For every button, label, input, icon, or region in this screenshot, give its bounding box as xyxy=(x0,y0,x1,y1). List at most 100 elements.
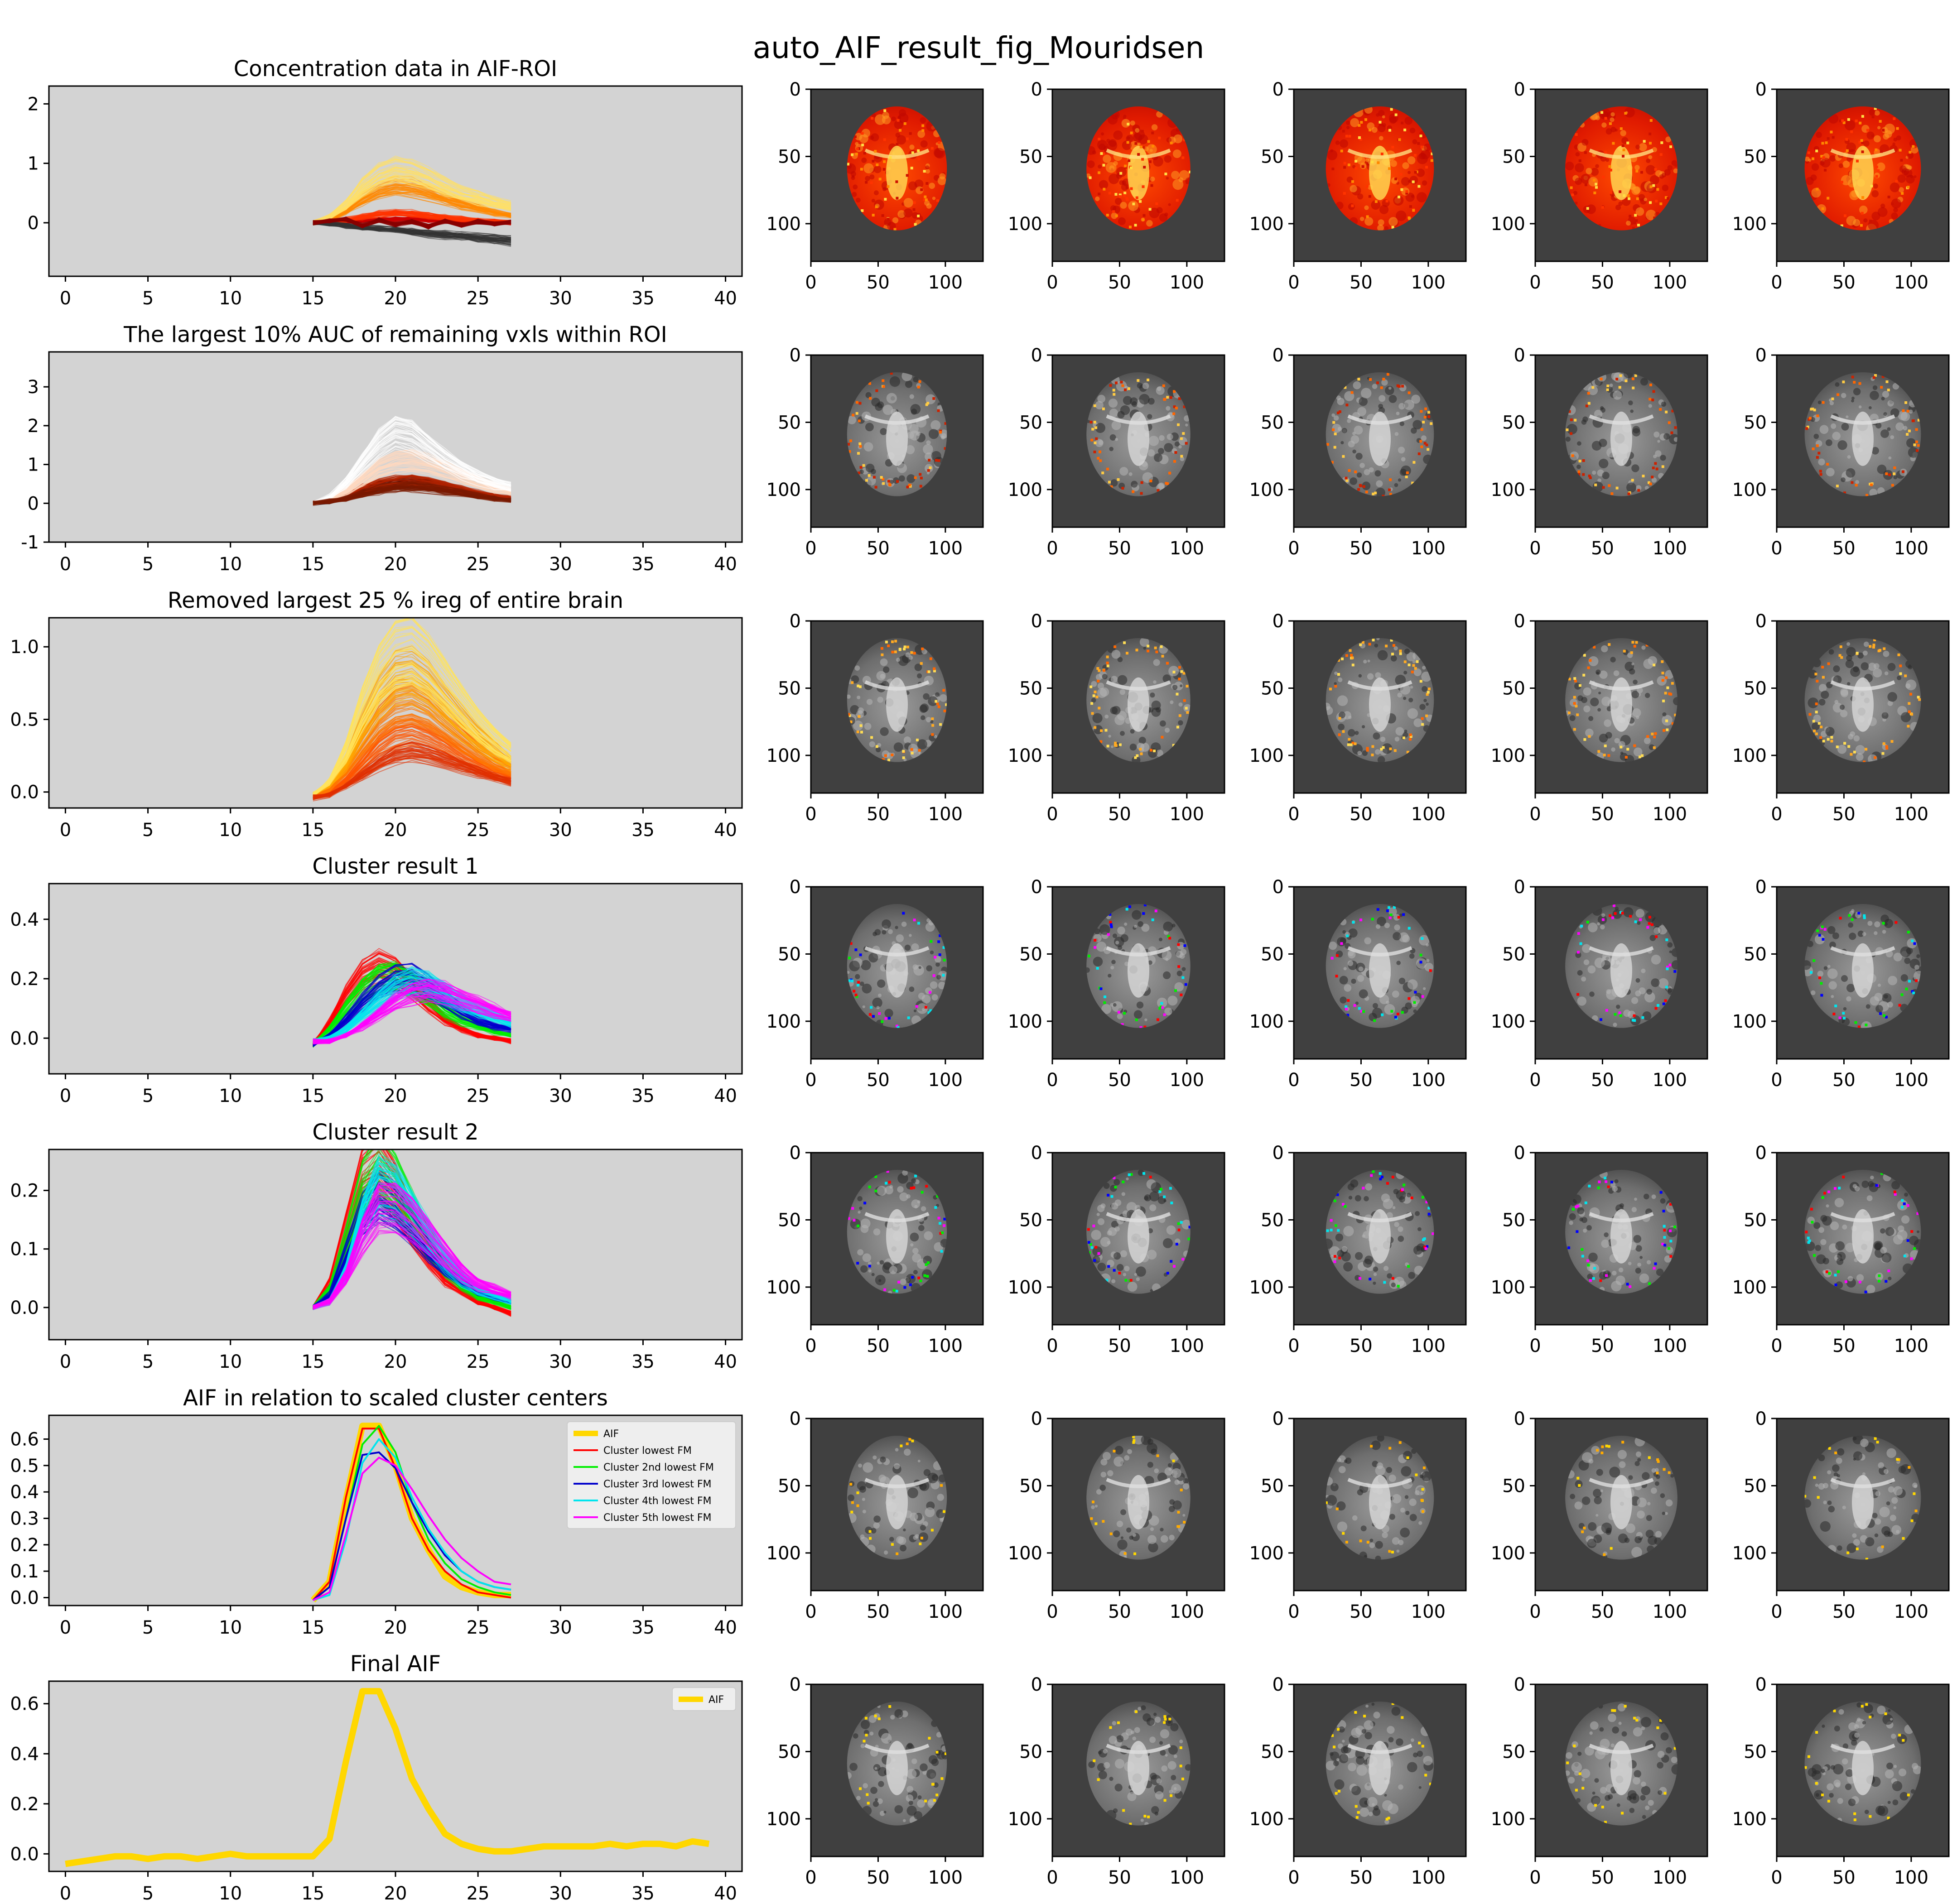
y-tick-label: 0.1 xyxy=(10,1561,39,1582)
x-tick-label: 40 xyxy=(714,1617,737,1638)
legend-label: Cluster 4th lowest FM xyxy=(603,1495,711,1507)
x-tick-label: 100 xyxy=(1411,1867,1446,1888)
x-tick-label: 25 xyxy=(467,820,490,841)
x-tick-label: 50 xyxy=(1832,1070,1856,1091)
x-tick-label: 20 xyxy=(384,554,407,575)
y-tick-label: 0 xyxy=(1273,1409,1284,1429)
y-tick-label: 50 xyxy=(1502,944,1525,965)
x-tick-label: 0 xyxy=(60,288,71,309)
y-tick-label: 50 xyxy=(1019,1741,1042,1762)
x-tick-label: 100 xyxy=(1170,804,1204,825)
x-tick-label: 0 xyxy=(1288,538,1299,559)
x-tick-label: 50 xyxy=(1350,1070,1373,1091)
y-tick-label: 0 xyxy=(1755,877,1767,898)
legend-label: AIF xyxy=(709,1694,724,1706)
x-tick-label: 0 xyxy=(1529,538,1541,559)
y-tick-label: 100 xyxy=(1491,1543,1525,1564)
x-tick-label: 100 xyxy=(1411,804,1446,825)
y-tick-label: 0 xyxy=(1755,345,1767,366)
x-tick-label: 0 xyxy=(805,1867,816,1888)
y-tick-label: 0.4 xyxy=(10,909,39,930)
y-tick-label: 50 xyxy=(1019,412,1042,433)
y-tick-label: 0 xyxy=(1755,1409,1767,1429)
x-tick-label: 15 xyxy=(301,1086,324,1106)
y-tick-label: 100 xyxy=(1249,480,1284,500)
y-tick-label: 0 xyxy=(1031,1674,1042,1695)
x-tick-label: 100 xyxy=(1653,1867,1687,1888)
y-tick-label: 100 xyxy=(1008,1543,1042,1564)
x-tick-label: 0 xyxy=(1288,272,1299,293)
x-tick-label: 30 xyxy=(549,820,572,841)
x-tick-label: 10 xyxy=(219,820,242,841)
x-tick-label: 100 xyxy=(1894,538,1928,559)
legend-label: Cluster 3rd lowest FM xyxy=(603,1479,712,1490)
legend-label: Cluster lowest FM xyxy=(603,1445,692,1457)
y-tick-label: 0 xyxy=(1755,1143,1767,1164)
y-tick-label: 100 xyxy=(1732,745,1767,766)
x-tick-label: 50 xyxy=(1350,272,1373,293)
y-tick-label: 2 xyxy=(28,94,39,115)
x-tick-label: 50 xyxy=(1591,804,1614,825)
x-tick-label: 50 xyxy=(1591,1867,1614,1888)
y-tick-label: 0 xyxy=(1273,79,1284,100)
x-tick-label: 0 xyxy=(805,1070,816,1091)
y-tick-label: 100 xyxy=(1008,745,1042,766)
x-tick-label: 20 xyxy=(384,288,407,309)
y-tick-label: 100 xyxy=(766,1277,801,1298)
y-tick-label: 100 xyxy=(766,214,801,235)
x-tick-label: 5 xyxy=(142,820,154,841)
y-tick-label: 0 xyxy=(1031,79,1042,100)
y-tick-label: 100 xyxy=(1491,1809,1525,1830)
y-tick-label: 0 xyxy=(1514,1143,1525,1164)
y-tick-label: 50 xyxy=(778,944,801,965)
x-tick-label: 100 xyxy=(1894,804,1928,825)
x-tick-label: 0 xyxy=(1046,1336,1058,1356)
x-tick-label: 0 xyxy=(805,804,816,825)
y-tick-label: 0 xyxy=(28,213,39,234)
figure-title: auto_AIF_result_fig_Mouridsen xyxy=(753,30,1205,65)
x-tick-label: 20 xyxy=(384,820,407,841)
y-tick-label: 100 xyxy=(1491,480,1525,500)
x-tick-label: 100 xyxy=(1170,538,1204,559)
y-tick-label: 100 xyxy=(1249,1809,1284,1830)
y-tick-label: 0.0 xyxy=(10,782,39,803)
x-tick-label: 30 xyxy=(549,554,572,575)
x-tick-label: 35 xyxy=(631,288,655,309)
y-tick-label: 0 xyxy=(1031,1143,1042,1164)
y-tick-label: 50 xyxy=(1261,944,1284,965)
y-tick-label: 100 xyxy=(766,480,801,500)
y-tick-label: 100 xyxy=(1249,1277,1284,1298)
y-tick-label: 50 xyxy=(1744,944,1767,965)
y-tick-label: 1.0 xyxy=(10,637,39,658)
x-tick-label: 35 xyxy=(631,1883,655,1902)
x-tick-label: 25 xyxy=(467,1883,490,1902)
x-tick-label: 25 xyxy=(467,1351,490,1372)
y-tick-label: 3 xyxy=(28,377,39,398)
y-tick-label: 0 xyxy=(1273,611,1284,632)
y-tick-label: 100 xyxy=(1491,745,1525,766)
x-tick-label: 5 xyxy=(142,1351,154,1372)
x-tick-label: 0 xyxy=(805,538,816,559)
x-tick-label: 40 xyxy=(714,288,737,309)
x-tick-label: 5 xyxy=(142,1883,154,1902)
x-tick-label: 30 xyxy=(549,1351,572,1372)
chart-title: AIF in relation to scaled cluster center… xyxy=(183,1385,608,1411)
x-tick-label: 100 xyxy=(1411,1601,1446,1622)
y-tick-label: 0 xyxy=(1755,611,1767,632)
x-tick-label: 20 xyxy=(384,1617,407,1638)
chart-panel-6: AIF in relation to scaled cluster center… xyxy=(10,1385,742,1638)
y-tick-label: 100 xyxy=(1732,1011,1767,1032)
x-tick-label: 50 xyxy=(1108,804,1131,825)
x-tick-label: 30 xyxy=(549,1086,572,1106)
x-tick-label: 100 xyxy=(1653,272,1687,293)
